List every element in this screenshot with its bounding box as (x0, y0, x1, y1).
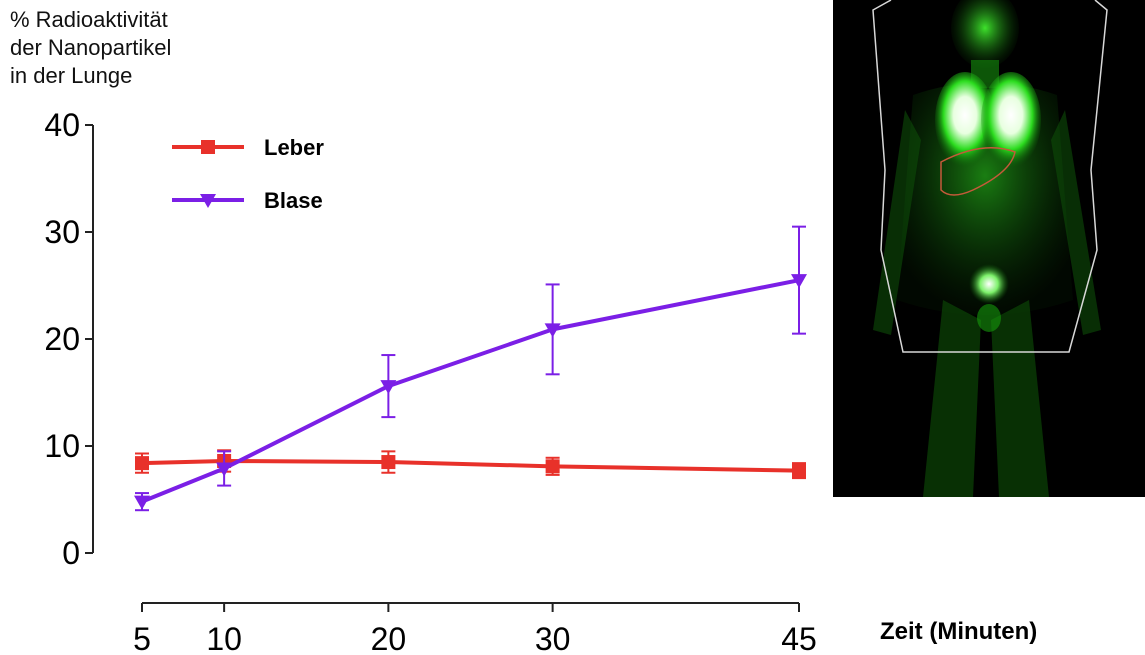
y-tick-label: 10 (44, 428, 80, 464)
y-tick-label: 0 (62, 535, 80, 571)
pet-scan-image (833, 0, 1145, 497)
data-point-leber (792, 463, 806, 478)
legend-label-blase: Blase (264, 188, 323, 213)
y-tick-label: 20 (44, 321, 80, 357)
legend-marker-blase (200, 194, 216, 208)
y-axis-label-line-1: % Radioaktivität (10, 7, 168, 32)
data-point-leber (135, 456, 149, 471)
x-tick-label: 10 (206, 621, 242, 655)
x-tick-label: 5 (133, 621, 151, 655)
x-tick-label: 20 (371, 621, 407, 655)
data-point-blase (544, 323, 561, 338)
data-point-leber (381, 455, 396, 470)
y-tick-label: 30 (44, 214, 80, 250)
x-tick-label: 30 (535, 621, 571, 655)
legend-marker-leber (201, 140, 215, 154)
x-axis-title: Zeit (Minuten) (880, 618, 1038, 645)
legend-label-leber: Leber (264, 135, 324, 160)
y-tick-label: 40 (44, 107, 80, 143)
data-point-leber (545, 459, 560, 474)
x-tick-label: 45 (781, 621, 817, 655)
data-point-blase (791, 274, 807, 289)
y-axis-label: % Radioaktivität der Nanopartikel in der… (10, 6, 171, 90)
y-axis-label-line-2: der Nanopartikel (10, 35, 172, 60)
data-point-blase (216, 462, 233, 477)
y-axis-label-line-3: in der Lunge (10, 63, 133, 88)
pet-scan-figure (872, 0, 1108, 497)
data-point-blase (134, 495, 150, 510)
data-point-blase (380, 380, 397, 395)
